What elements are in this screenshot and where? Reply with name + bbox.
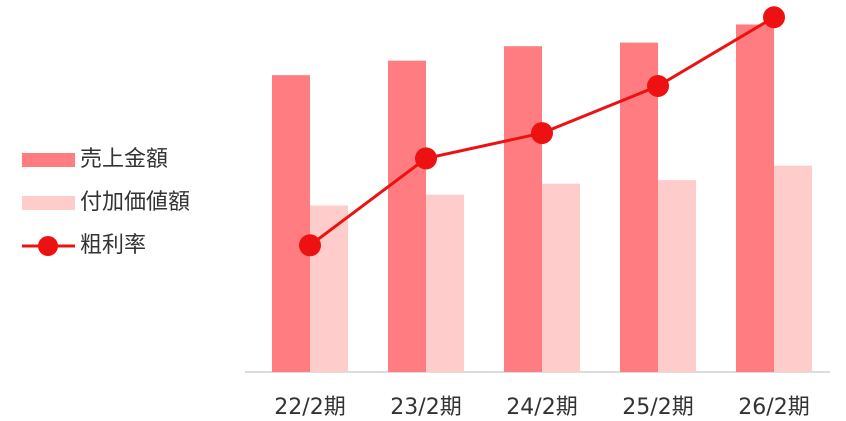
bar xyxy=(504,46,542,372)
x-tick-label: 26/2期 xyxy=(738,395,809,420)
point xyxy=(415,147,437,170)
bar xyxy=(542,183,580,372)
point xyxy=(763,6,785,29)
point xyxy=(647,75,669,98)
point xyxy=(299,234,321,257)
bar xyxy=(658,180,696,372)
legend-label: 売上金額 xyxy=(80,147,168,172)
x-tick-label: 23/2期 xyxy=(390,395,461,420)
bar xyxy=(736,24,774,372)
x-tick-label: 22/2期 xyxy=(274,395,345,420)
bar xyxy=(426,194,464,372)
bar xyxy=(310,205,348,372)
point xyxy=(531,122,553,145)
legend-swatch xyxy=(22,196,75,210)
legend-swatch xyxy=(38,236,58,256)
x-tick-label: 24/2期 xyxy=(506,395,577,420)
legend-label: 付加価値額 xyxy=(80,190,190,215)
bar xyxy=(272,75,310,372)
bar xyxy=(388,60,426,373)
x-tick-label: 25/2期 xyxy=(622,395,693,420)
legend-label: 粗利率 xyxy=(80,233,146,258)
bar xyxy=(774,165,812,372)
legend-swatch xyxy=(22,153,75,167)
